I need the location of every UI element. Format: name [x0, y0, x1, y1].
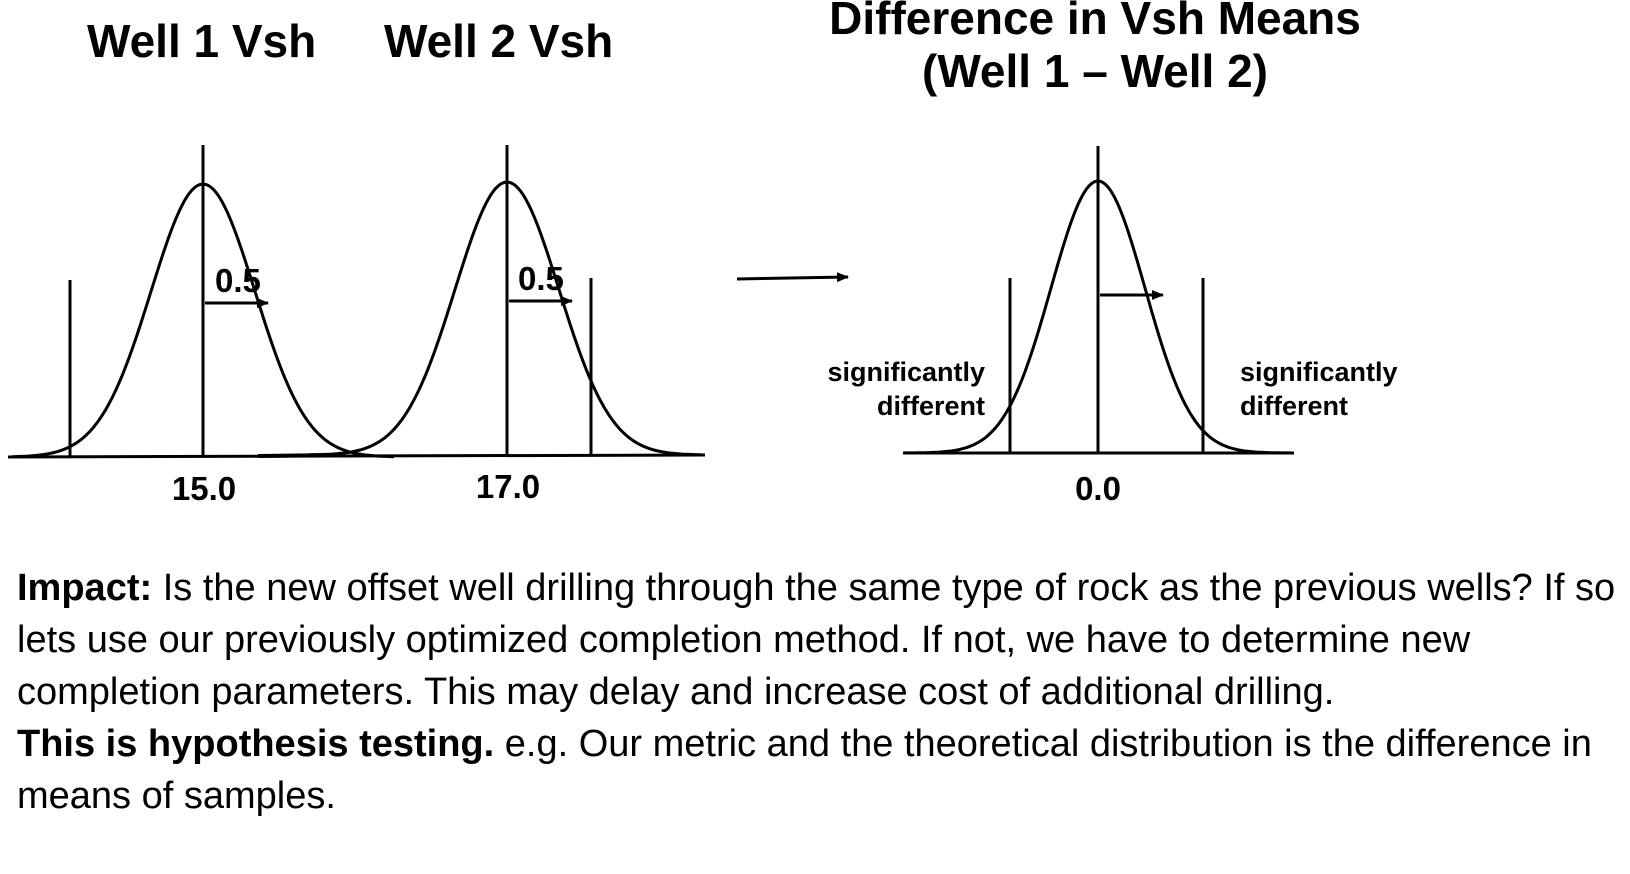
- right-rejection-line1: significantly: [1240, 357, 1398, 387]
- impact-lead: Impact:: [17, 567, 153, 609]
- right-rejection-label: significantly different: [1240, 356, 1398, 424]
- difference-title-line1: Difference in Vsh Means: [829, 0, 1361, 44]
- left-rejection-line1: significantly: [827, 357, 985, 387]
- difference-mean-tick-label: 0.0: [1075, 470, 1121, 507]
- hypothesis-paragraph: This is hypothesis testing. e.g. Our met…: [17, 718, 1623, 822]
- explanation-text: Impact: Is the new offset well drilling …: [17, 562, 1623, 822]
- well2-title: Well 2 Vsh: [384, 15, 614, 67]
- well1-sd-label: 0.5: [215, 262, 261, 299]
- difference-title-line2: (Well 1 – Well 2): [922, 44, 1268, 97]
- left-rejection-line2: different: [877, 390, 985, 421]
- well1-mean-tick-label: 15.0: [171, 470, 237, 507]
- left-baseline: [7, 453, 706, 459]
- transition-arrow: [736, 272, 849, 283]
- well2-sd-label: 0.5: [518, 260, 564, 297]
- left-rejection-label: significantly different: [827, 356, 985, 424]
- difference-title: Difference in Vsh Means (Well 1 – Well 2…: [810, 0, 1380, 98]
- hypothesis-lead: This is hypothesis testing.: [17, 723, 495, 765]
- well2-mean-tick-label: 17.0: [475, 468, 541, 505]
- right-rejection-line2: different: [1240, 390, 1348, 421]
- impact-body: Is the new offset well drilling through …: [17, 567, 1616, 713]
- well1-title: Well 1 Vsh: [87, 15, 317, 67]
- distribution-diagram: [7, 145, 1294, 459]
- hypothesis-body: e.g. Our metric and the theoretical dist…: [17, 723, 1592, 817]
- impact-paragraph: Impact: Is the new offset well drilling …: [17, 562, 1623, 718]
